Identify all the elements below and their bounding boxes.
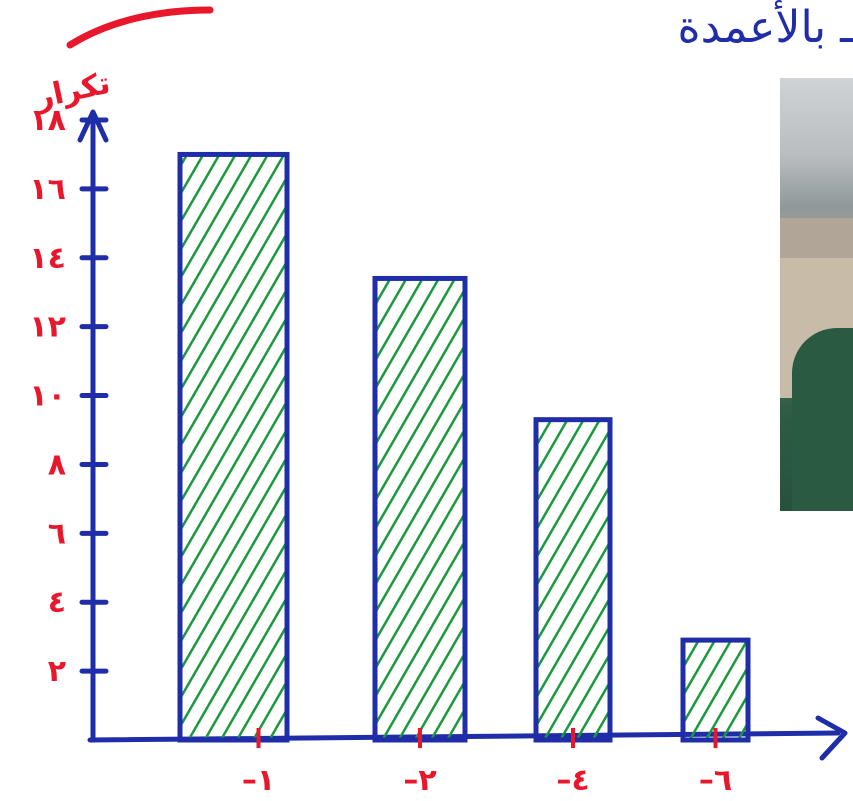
y-tick-label: ١٠ [29, 379, 66, 414]
label-underline [66, 6, 214, 49]
x-axis-arrow-icon [815, 715, 848, 761]
y-axis-arrow-icon [77, 109, 109, 143]
x-tick-label: –٢ [403, 763, 436, 798]
x-tick-label: –٤ [556, 763, 589, 798]
y-tick-label: ٦ [48, 516, 66, 551]
y-ticks: ٢ ٤ ٦ ٨ ١٠ ١٢ ١٤ ١٦ ١٨ [29, 103, 109, 689]
bar-2 [372, 275, 468, 743]
y-tick-label: ١٢ [29, 310, 66, 345]
bars [177, 151, 751, 743]
x-tick-label: –٦ [699, 763, 732, 798]
x-ticks: –١ –٢ –٤ –٦ [242, 728, 732, 798]
bar-4 [680, 637, 751, 743]
bar-1 [177, 151, 290, 743]
x-tick-label: –١ [242, 763, 275, 798]
y-tick-label: ٤ [48, 585, 66, 620]
bar-3 [533, 417, 613, 743]
y-tick-label: ١٤ [29, 241, 66, 276]
y-tick-label: ١٦ [29, 172, 66, 207]
y-tick-label: ١٨ [29, 103, 66, 138]
y-tick-label: ٨ [48, 447, 66, 482]
photo-inset [780, 78, 853, 511]
chart-title: ـ بالأعمدة [678, 0, 853, 53]
y-tick-label: ٢ [48, 654, 66, 689]
